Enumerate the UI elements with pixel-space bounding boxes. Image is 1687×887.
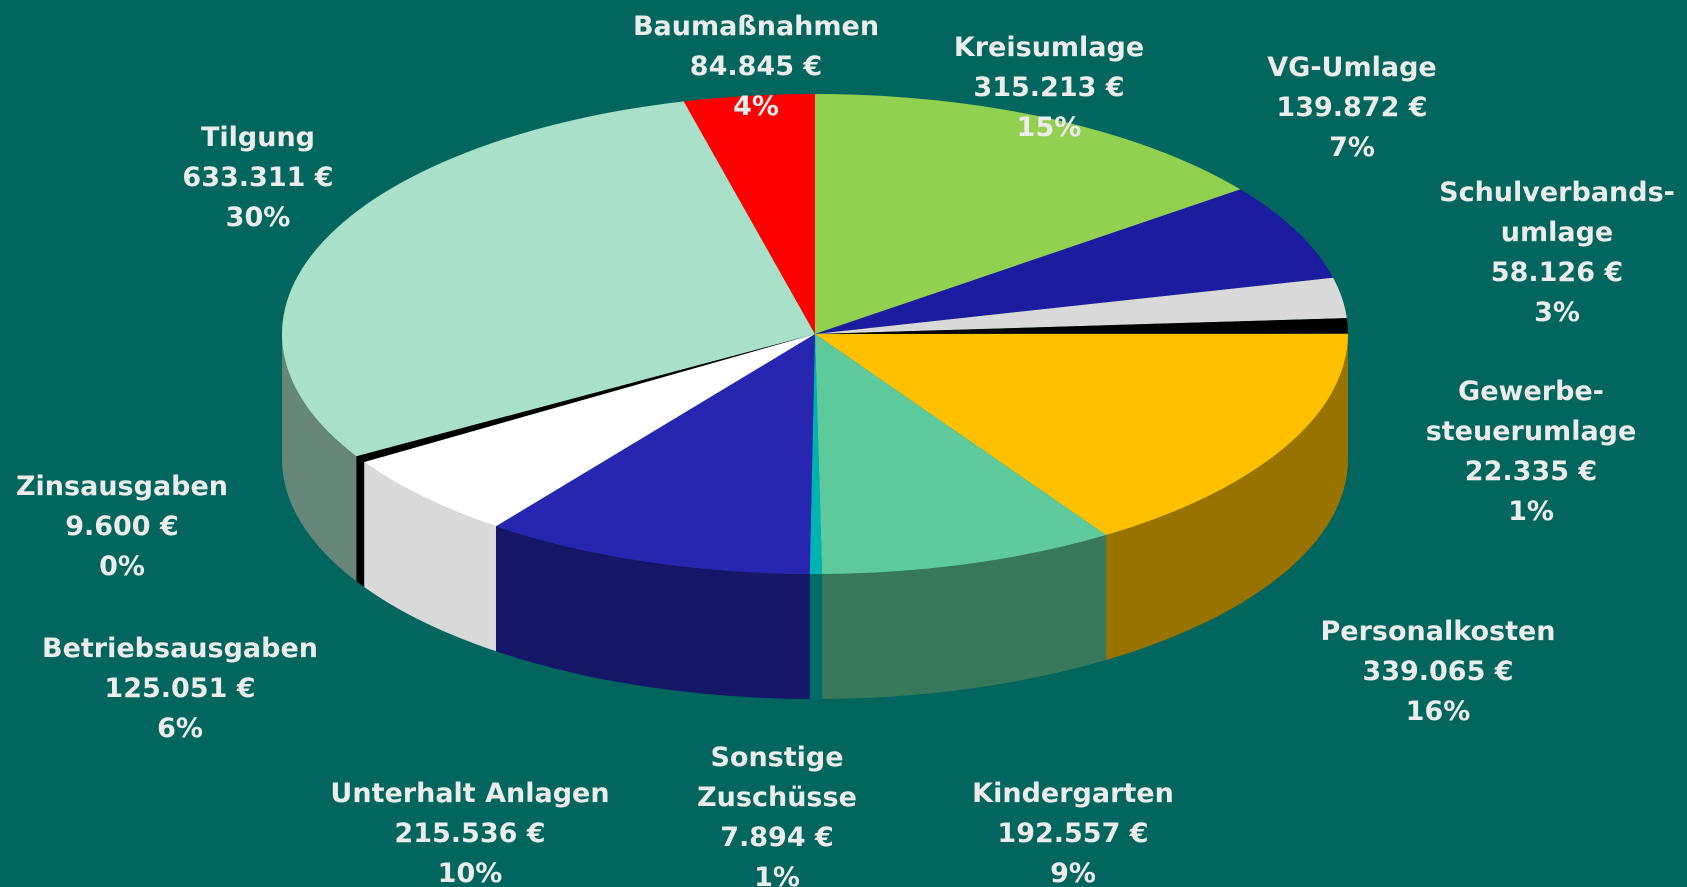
percent-label: 9% <box>1050 858 1096 887</box>
slice-label: Baumaßnahmen 84.845 € 4% <box>633 7 879 127</box>
slice-side <box>282 334 357 582</box>
value-label: 339.065 € <box>1362 656 1514 687</box>
category-label: Baumaßnahmen <box>632 11 880 42</box>
category-label: Schulverbands- umlage <box>1439 177 1675 248</box>
slice-side <box>495 526 810 699</box>
category-label: Betriebsausgaben <box>42 633 318 664</box>
slice-label: Kreisumlage 315.213 € 15% <box>954 28 1144 148</box>
percent-label: 3% <box>1534 297 1580 328</box>
slice-side <box>809 573 823 699</box>
slice-side <box>822 535 1107 699</box>
slice-label: VG-Umlage 139.872 € 7% <box>1267 48 1436 168</box>
slice <box>815 333 1348 536</box>
percent-label: 6% <box>157 713 203 744</box>
slice <box>281 101 815 457</box>
slice-side <box>364 462 496 652</box>
slice <box>809 334 823 574</box>
slice <box>683 94 815 334</box>
percent-label: 7% <box>1329 132 1375 163</box>
percent-label: 16% <box>1405 696 1471 727</box>
slice-label: Gewerbe- steuerumlage 22.335 € 1% <box>1426 372 1637 532</box>
value-label: 58.126 € <box>1490 257 1624 288</box>
category-label: Zinsausgaben <box>15 471 229 502</box>
percent-label: 10% <box>437 858 503 887</box>
value-label: 7.894 € <box>720 822 834 853</box>
value-label: 9.600 € <box>65 511 179 542</box>
pie-sides <box>282 334 1348 699</box>
slice <box>815 94 1241 334</box>
slice <box>495 334 815 574</box>
slice <box>815 277 1347 334</box>
value-label: 84.845 € <box>689 51 823 82</box>
slice-label: Sonstige Zuschüsse 7.894 € 1% <box>697 738 857 887</box>
slice-label: Schulverbands- umlage 58.126 € 3% <box>1439 173 1675 333</box>
value-label: 315.213 € <box>973 72 1125 103</box>
category-label: Kindergarten <box>972 778 1174 809</box>
category-label: Kreisumlage <box>953 32 1145 63</box>
slice <box>815 334 1107 574</box>
value-label: 215.536 € <box>394 818 546 849</box>
slice-label: Personalkosten 339.065 € 16% <box>1320 612 1555 732</box>
value-label: 192.557 € <box>997 818 1149 849</box>
category-label: Tilgung <box>200 122 316 153</box>
slice <box>815 318 1348 334</box>
percent-label: 0% <box>99 551 145 582</box>
slice-label: Kindergarten 192.557 € 9% <box>972 774 1174 887</box>
slice-side <box>1106 334 1348 661</box>
category-label: VG-Umlage <box>1267 52 1437 83</box>
value-label: 633.311 € <box>182 162 334 193</box>
slice-side <box>356 456 365 588</box>
slice-label: Unterhalt Anlagen 215.536 € 10% <box>330 774 609 887</box>
slice <box>356 334 815 463</box>
slice-label: Betriebsausgaben 125.051 € 6% <box>42 629 318 749</box>
slice-label: Zinsausgaben 9.600 € 0% <box>16 467 228 587</box>
percent-label: 4% <box>733 91 779 122</box>
percent-label: 15% <box>1016 112 1082 143</box>
slice <box>364 334 815 527</box>
slice <box>815 189 1334 334</box>
slice-label: Tilgung 633.311 € 30% <box>182 118 333 238</box>
category-label: Unterhalt Anlagen <box>330 778 610 809</box>
percent-label: 1% <box>1508 496 1554 527</box>
value-label: 139.872 € <box>1276 92 1428 123</box>
pie-tops <box>281 94 1348 574</box>
category-label: Sonstige Zuschüsse <box>697 742 857 813</box>
percent-label: 1% <box>754 862 800 887</box>
value-label: 22.335 € <box>1464 456 1598 487</box>
percent-label: 30% <box>225 202 291 233</box>
category-label: Personalkosten <box>1320 616 1556 647</box>
category-label: Gewerbe- steuerumlage <box>1425 376 1637 447</box>
value-label: 125.051 € <box>104 673 256 704</box>
